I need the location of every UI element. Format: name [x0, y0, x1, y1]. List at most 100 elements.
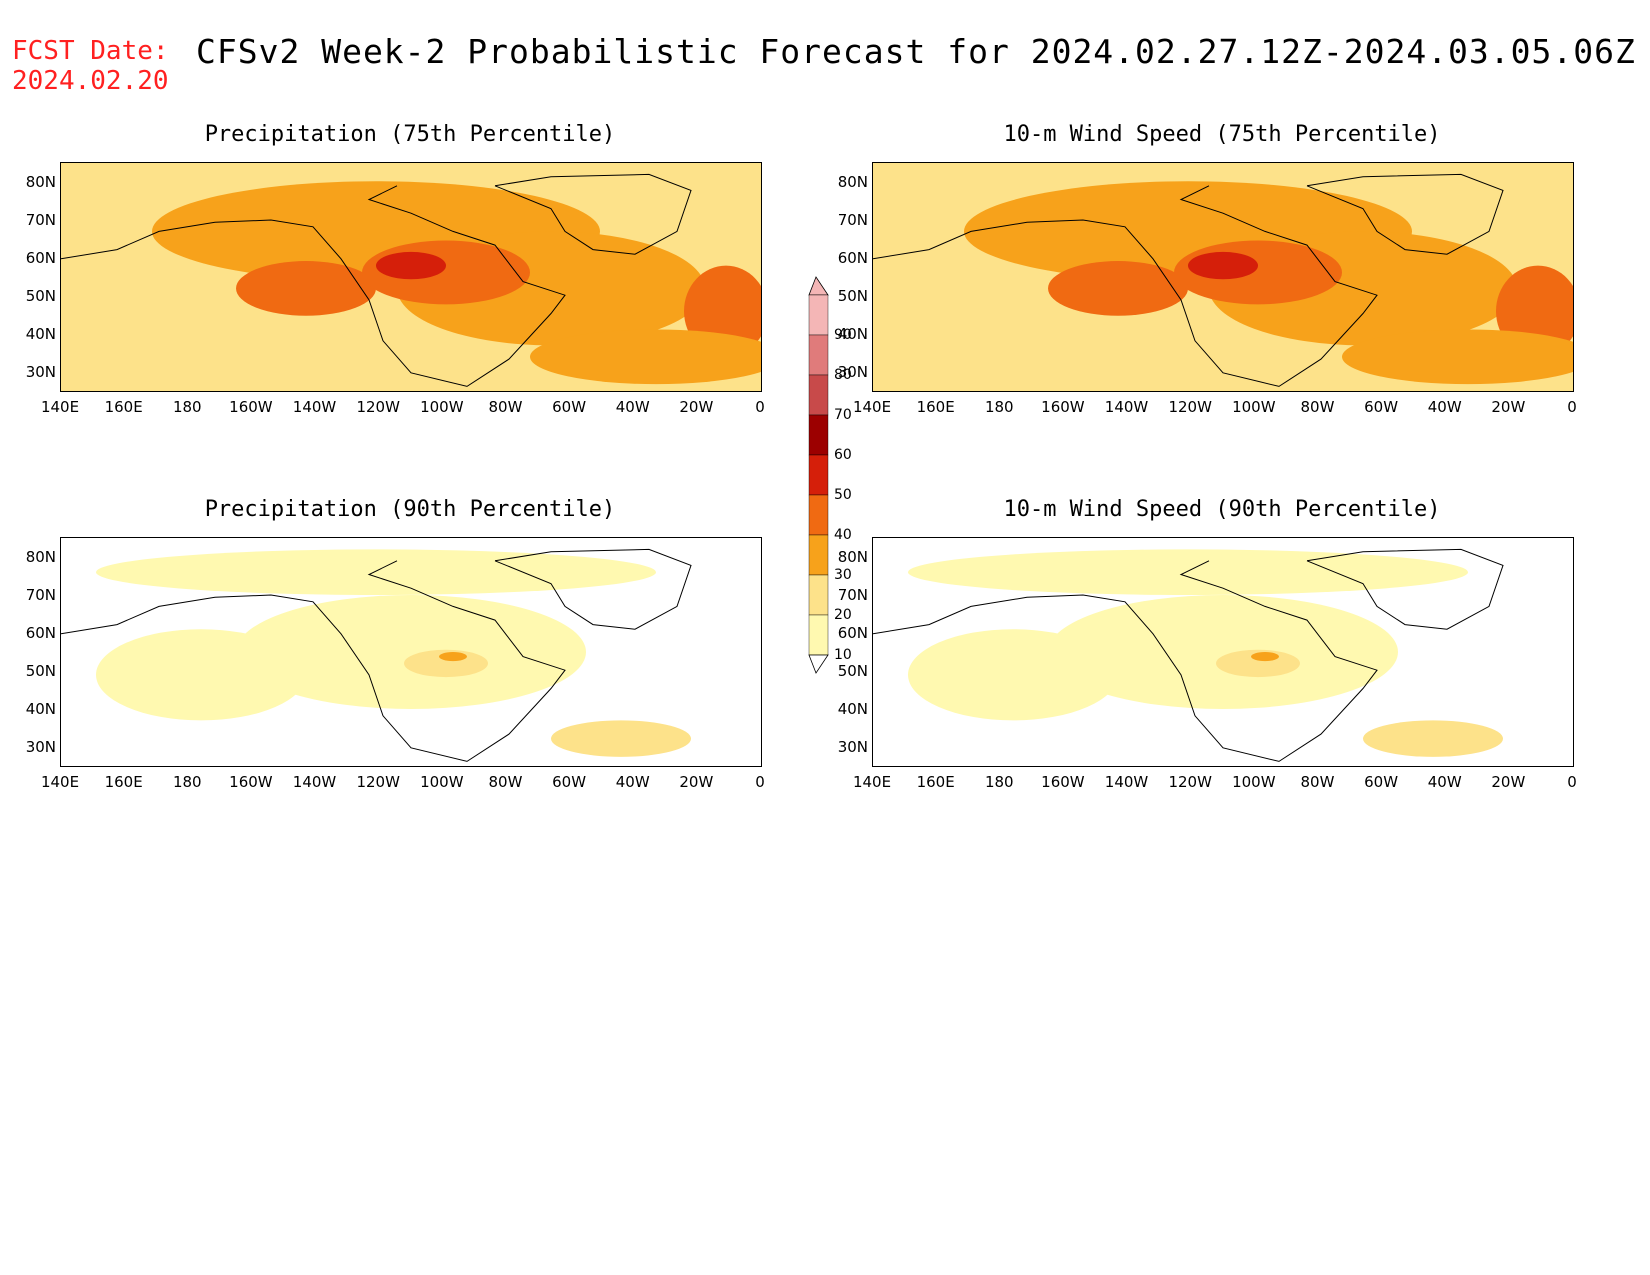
probability-contour: [1048, 261, 1188, 316]
latitude-label: 80N: [837, 173, 868, 191]
longitude-label: 100W: [420, 773, 464, 791]
longitude-label: 120W: [356, 773, 400, 791]
longitude-label: 60W: [1364, 398, 1399, 416]
latitude-label: 50N: [25, 662, 56, 680]
latitude-label: 40N: [25, 325, 56, 343]
longitude-label: 40W: [615, 398, 650, 416]
map-plot-area: [60, 162, 762, 392]
latitude-label: 80N: [25, 548, 56, 566]
panel-wind-90: 10-m Wind Speed (90th Percentile) 80N 70N…: [812, 497, 1577, 807]
probability-field: [61, 538, 761, 766]
probability-contour: [376, 251, 446, 280]
longitude-label: 180: [984, 773, 1014, 791]
colorbar: 10 20 30 40 50 60 70 80 90: [808, 275, 878, 685]
coastline: [873, 560, 1378, 762]
probability-contour: [236, 595, 586, 709]
longitude-label: 60W: [552, 773, 587, 791]
longitude-label: 80W: [1300, 398, 1335, 416]
probability-field: [873, 538, 1573, 766]
colorbar-label: 30: [834, 567, 852, 583]
latitude-label: 80N: [25, 173, 56, 191]
longitude-label: 120W: [356, 398, 400, 416]
forecast-date-block: FCST Date: 2024.02.20: [12, 36, 169, 96]
longitude-label: 0: [1567, 398, 1577, 416]
latitude-label: 40N: [837, 700, 868, 718]
colorbar-label: 60: [834, 447, 852, 463]
colorbar-scale: [808, 276, 829, 674]
longitude-label: 80W: [1300, 773, 1335, 791]
panel-precip-90: Precipitation (90th Percentile) 80N 70N 60…: [0, 497, 765, 807]
probability-contour: [236, 261, 376, 316]
longitude-label: 0: [755, 398, 765, 416]
longitude-label: 140E: [40, 773, 80, 791]
probability-contour: [873, 281, 1118, 364]
probability-field: [61, 163, 761, 391]
map-plot-area: [872, 162, 1574, 392]
longitude-label: 140W: [292, 398, 337, 416]
colorbar-label: 70: [834, 407, 852, 423]
longitude-label: 140W: [1104, 773, 1149, 791]
colorbar-segment: [808, 574, 829, 616]
colorbar-label: 90: [834, 327, 852, 343]
colorbar-segment: [808, 414, 829, 456]
latitude-label: 30N: [837, 738, 868, 756]
latitude-label: 80N: [837, 548, 868, 566]
latitude-label: 60N: [837, 249, 868, 267]
colorbar-segment: [808, 374, 829, 416]
panel-title: Precipitation (75th Percentile): [204, 122, 616, 147]
longitude-label: 100W: [1232, 773, 1276, 791]
longitude-label: 40W: [615, 773, 650, 791]
latitude-label: 40N: [837, 325, 868, 343]
colorbar-segment: [808, 294, 829, 336]
colorbar-label: 50: [834, 487, 852, 503]
probability-contour: [1363, 720, 1503, 757]
latitude-label: 30N: [25, 738, 56, 756]
longitude-label: 140E: [40, 398, 80, 416]
panel-title: 10-m Wind Speed (75th Percentile): [1003, 122, 1441, 147]
probability-contour: [1342, 329, 1573, 385]
longitude-label: 120W: [1168, 398, 1212, 416]
probability-contour: [530, 329, 761, 385]
colorbar-segment: [808, 454, 829, 496]
probability-contour: [61, 281, 306, 364]
map-plot-area: [60, 537, 762, 767]
panel-title: Precipitation (90th Percentile): [204, 497, 616, 522]
longitude-label: 160W: [1041, 398, 1085, 416]
probability-contour: [1048, 595, 1398, 709]
longitude-label: 160W: [229, 398, 273, 416]
longitude-label: 100W: [1232, 398, 1276, 416]
longitude-label: 180: [172, 398, 202, 416]
longitude-label: 160W: [229, 773, 273, 791]
longitude-label: 160E: [916, 398, 955, 416]
probability-contour: [908, 629, 1118, 721]
longitude-label: 160E: [104, 773, 143, 791]
probability-contour: [908, 549, 1468, 595]
longitude-label: 140E: [852, 773, 892, 791]
probability-contour: [1188, 251, 1258, 280]
longitude-label: 0: [1567, 773, 1577, 791]
longitude-label: 60W: [1364, 773, 1399, 791]
map-plot-area: [872, 537, 1574, 767]
latitude-label: 40N: [25, 700, 56, 718]
panel-wind-75: 10-m Wind Speed (75th Percentile) 80N 70N…: [812, 122, 1577, 432]
longitude-label: 140W: [1104, 398, 1149, 416]
colorbar-segment: [808, 494, 829, 536]
longitude-label: 0: [755, 773, 765, 791]
latitude-label: 70N: [837, 586, 868, 604]
longitude-label: 20W: [1491, 398, 1526, 416]
forecast-date-label: FCST Date:: [12, 36, 169, 66]
longitude-label: 80W: [488, 398, 523, 416]
greenland-coastline: [494, 548, 692, 630]
colorbar-top-arrow: [808, 276, 829, 296]
latitude-label: 30N: [25, 363, 56, 381]
longitude-label: 80W: [488, 773, 523, 791]
forecast-date-value: 2024.02.20: [12, 66, 169, 96]
colorbar-segment: [808, 334, 829, 376]
latitude-label: 50N: [25, 287, 56, 305]
longitude-label: 60W: [552, 398, 587, 416]
greenland-coastline: [494, 173, 692, 255]
longitude-label: 140W: [292, 773, 337, 791]
colorbar-label: 80: [834, 367, 852, 383]
latitude-label: 50N: [837, 287, 868, 305]
probability-field: [873, 163, 1573, 391]
